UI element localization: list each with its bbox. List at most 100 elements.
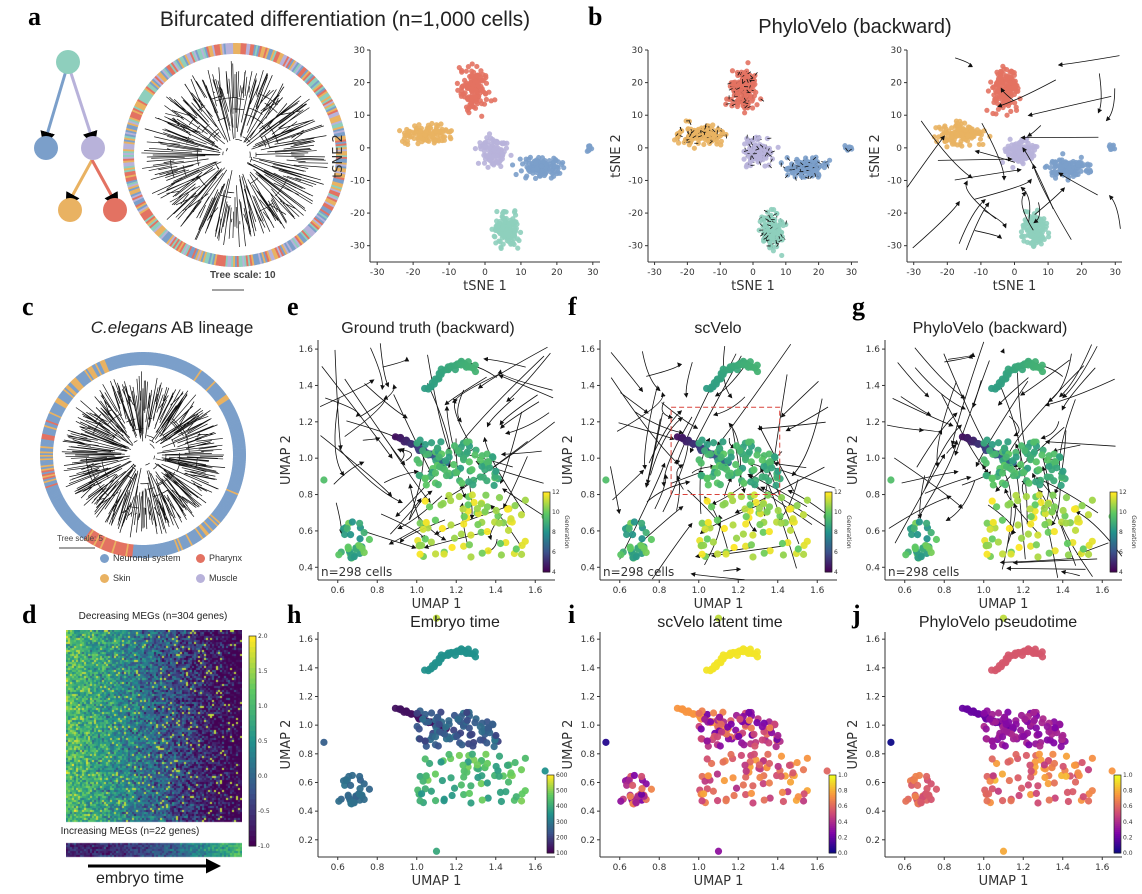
panel-h-cell-point — [490, 743, 498, 751]
panel-i-y-tick-label: 1.6 — [581, 635, 596, 645]
panel-g-cell-point — [1000, 444, 1009, 452]
panel-g-cell-point — [1084, 550, 1093, 558]
panel-g-cell-point — [1027, 513, 1035, 521]
panel-c-ring-segment — [58, 506, 71, 516]
panel-c-ring-segment — [132, 352, 136, 366]
panel-c-ring-segment — [179, 536, 187, 550]
panel-e-cell-point — [474, 520, 482, 529]
panel-b-tsne-stream-y-tick-label: -10 — [887, 176, 902, 186]
panel-g-colorbar-segment — [1110, 492, 1117, 495]
panel-g-streamline — [897, 362, 930, 398]
panel-a-ring-segment — [260, 252, 266, 264]
panel-b-tsne-arrows-x-tick-label: -10 — [713, 268, 728, 278]
panel-a-tsne-cell-point — [511, 241, 517, 248]
panel-c-ring-segment — [102, 359, 110, 373]
panel-c-ring-segment — [40, 465, 54, 470]
panel-c-ring-segment — [123, 353, 128, 367]
panel-a-ring-segment — [326, 107, 338, 115]
panel-a-tsne-cell-point — [587, 143, 593, 149]
panel-c-ring-segment — [228, 481, 242, 488]
panel-h-cell-point — [454, 715, 462, 723]
panel-e-streamline — [486, 397, 515, 428]
panel-a-ring-segment — [136, 203, 148, 211]
panel-c-ring-segment — [47, 414, 61, 422]
panel-e-x-tick-label: 0.6 — [331, 586, 346, 596]
panel-g-cell-point — [1012, 491, 1020, 500]
panel-f-cell-point — [717, 453, 725, 461]
panel-c-ring-segment — [211, 511, 224, 522]
panel-b-tsne-arrows-cell-point — [849, 146, 855, 152]
panel-c-ring-segment — [170, 357, 177, 371]
panel-c-ring-segment — [71, 379, 82, 391]
panel-b-tsne-stream-cell-point — [988, 79, 994, 85]
panel-b-tsne-stream-streamline — [906, 135, 945, 188]
panel-b-tsne-stream-streamline — [1108, 194, 1121, 229]
panel-b-tsne-stream-cell-point — [943, 138, 949, 144]
panel-h-colorbar-tick-label: 500 — [556, 788, 568, 795]
panel-a-ring-segment — [129, 116, 141, 123]
panel-e-cell-point — [482, 491, 490, 499]
panel-b-tsne-arrows-cell-point — [762, 163, 768, 169]
panel-g-cell-point — [1050, 503, 1059, 511]
panel-a-ring-segment — [124, 137, 136, 141]
panel-a-ring-segment — [159, 229, 169, 240]
panel-b-tsne-stream-y-tick-label: 0 — [896, 144, 902, 154]
panel-c-ring-segment — [100, 537, 108, 550]
panel-a-ring-segment — [335, 155, 347, 158]
panel-a-ring-segment — [334, 133, 346, 138]
panel-a-ring-segment — [138, 95, 150, 103]
panel-a-ring-segment — [136, 100, 147, 108]
panel-f-cell-point — [715, 444, 724, 452]
panel-e-streamline — [359, 384, 398, 418]
panel-a-ring-segment — [298, 67, 308, 78]
panel-e-cell-point — [427, 439, 436, 447]
panel-a-tsne-x-tick-label: 20 — [551, 268, 563, 278]
panel-c-ring-segment — [86, 530, 96, 543]
panel-a-tsne-cell-point — [523, 175, 529, 181]
panel-a-ring-segment — [131, 109, 143, 116]
panel-c-ring-segment — [107, 357, 114, 371]
panel-h-y-tick-label: 1.4 — [299, 664, 314, 674]
panel-a-ring-segment — [125, 177, 138, 183]
panel-a-ring-segment — [266, 48, 272, 60]
panel-e-cell-point — [421, 474, 429, 482]
panel-e-x-tick-label: 1.4 — [489, 586, 504, 596]
panel-e-cell-point — [490, 481, 498, 490]
panel-a-tsne-y-tick-label: 20 — [354, 79, 366, 89]
panel-e-streamline — [334, 397, 345, 477]
panel-c-ring-segment — [226, 416, 240, 424]
panel-b-tsne-arrows-cell-point — [741, 156, 747, 162]
panel-a-ring-segment — [332, 177, 345, 183]
panel-c-ring-segment — [128, 352, 133, 366]
panel-a-ring-segment — [180, 55, 188, 67]
panel-c-ring-segment — [184, 533, 193, 547]
panel-a-tsne-cell-point — [459, 67, 465, 74]
panel-a-ring-segment — [247, 43, 251, 56]
panel-f-cell-point — [732, 461, 740, 469]
panel-e-streamline — [506, 352, 551, 402]
panel-e-streamline — [444, 376, 487, 406]
panel-i-x-tick-label: 1.4 — [771, 863, 786, 873]
panel-a-ring-segment — [200, 47, 206, 59]
panel-f-cell-point — [713, 469, 722, 477]
panel-c-ring-segment — [130, 544, 134, 558]
panel-c-ring-segment — [76, 523, 87, 536]
panel-h-y-tick-label: 1.0 — [299, 721, 314, 731]
panel-c-ring-segment — [176, 537, 184, 551]
panel-c-ring-segment — [227, 419, 241, 426]
panel-a-ring-segment — [198, 250, 204, 262]
panel-e-cell-point — [476, 473, 484, 481]
panel-e-cell-point — [437, 438, 445, 446]
panel-c-ring-segment — [55, 502, 68, 512]
panel-e-cell-point — [419, 525, 427, 533]
panel-a-ring-segment — [331, 120, 343, 126]
panel-c-ring-segment — [194, 527, 204, 540]
panel-h-cell-point — [495, 772, 503, 780]
panel-c-ring-segment — [68, 517, 80, 528]
panel-a-ring-segment — [123, 158, 135, 161]
panel-g-cell-point — [989, 481, 997, 489]
panel-b-tsne-stream-y-tick-label: -30 — [887, 242, 902, 252]
panel-a-tsne-y-tick-label: -20 — [350, 209, 365, 219]
panel-c-ring-segment — [44, 422, 58, 429]
panel-a-tsne-cell-point — [459, 83, 465, 90]
